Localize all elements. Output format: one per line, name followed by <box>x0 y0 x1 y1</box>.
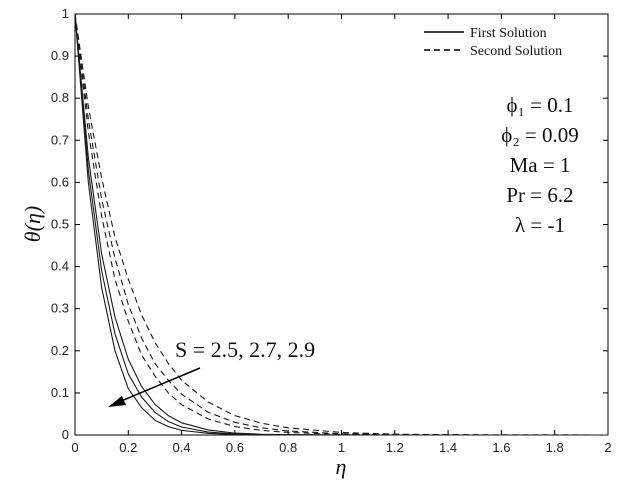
second-solution-line-s-2-9 <box>74 13 609 436</box>
s-annotation-label: S = 2.5, 2.7, 2.9 <box>175 337 315 362</box>
y-tick-label: 0.9 <box>51 48 69 63</box>
y-tick-label: 0.2 <box>51 343 69 358</box>
s-annotation: S = 2.5, 2.7, 2.9 <box>108 337 315 407</box>
x-axis-ticks: 0 0.2 0.4 0.6 0.8 1 1.2 1.4 1.6 1.8 2 <box>71 14 612 455</box>
x-tick-label: 1 <box>338 440 345 455</box>
y-axis-ticks: 0 0.1 0.2 0.3 0.4 0.5 0.6 0.7 0.8 0.9 1 <box>51 6 608 442</box>
x-tick-label: 0.8 <box>279 440 297 455</box>
x-tick-label: 0.6 <box>226 440 244 455</box>
x-tick-label: 0 <box>71 440 78 455</box>
s-annotation-arrow <box>113 367 201 405</box>
x-tick-label: 0.2 <box>119 440 137 455</box>
y-tick-label: 0.1 <box>51 385 69 400</box>
y-tick-label: 0 <box>62 427 69 442</box>
x-tick-label: 1.8 <box>546 440 564 455</box>
x-tick-label: 1.6 <box>492 440 510 455</box>
s-annotation-arrowhead <box>108 396 126 407</box>
parameter-box: ϕ₁ = 0.1 ϕ₂ = 0.09 Ma = 1 Pr = 6.2 λ = -… <box>501 93 578 237</box>
param-phi2: ϕ₂ = 0.09 <box>501 123 578 147</box>
legend: First Solution Second Solution <box>424 26 562 59</box>
y-tick-label: 0.7 <box>51 132 69 147</box>
y-tick-label: 0.5 <box>51 217 69 232</box>
param-lambda: λ = -1 <box>515 213 565 237</box>
y-tick-label: 0.4 <box>51 259 69 274</box>
y-axis-title: θ(η) <box>20 206 45 242</box>
param-pr: Pr = 6.2 <box>506 183 573 207</box>
legend-label-first-solution: First Solution <box>470 26 547 41</box>
legend-label-second-solution: Second Solution <box>470 44 562 59</box>
x-tick-label: 0.4 <box>173 440 191 455</box>
y-tick-label: 1 <box>62 6 69 21</box>
param-phi1: ϕ₁ = 0.1 <box>507 93 574 117</box>
y-tick-label: 0.3 <box>51 301 69 316</box>
y-tick-label: 0.8 <box>51 90 69 105</box>
x-tick-label: 1.2 <box>386 440 404 455</box>
plot-frame <box>74 13 609 436</box>
series-layer <box>74 13 609 436</box>
x-axis-title: η <box>336 454 347 479</box>
param-ma: Ma = 1 <box>510 153 571 177</box>
x-tick-label: 1.4 <box>439 440 457 455</box>
x-tick-label: 2 <box>604 440 611 455</box>
y-tick-label: 0.6 <box>51 174 69 189</box>
